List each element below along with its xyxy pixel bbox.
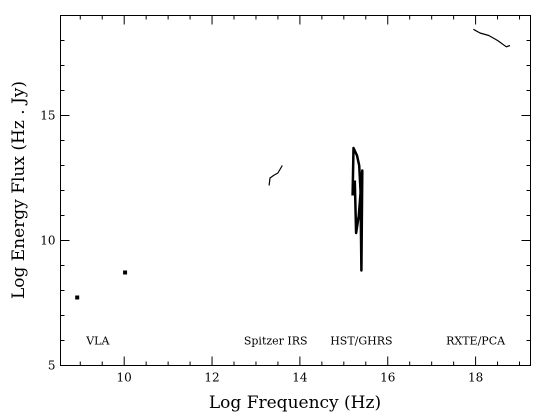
annotation-label: RXTE/PCA bbox=[446, 335, 506, 348]
series-line bbox=[351, 146, 364, 272]
y-axis-title: Log Energy Flux (Hz . Jy) bbox=[9, 81, 29, 299]
y-tick-label: 5 bbox=[48, 359, 56, 373]
x-tick-label: 14 bbox=[292, 371, 308, 385]
x-tick-label: 12 bbox=[204, 371, 219, 385]
x-axis-title: Log Frequency (Hz) bbox=[209, 393, 381, 413]
axis-ticks bbox=[60, 15, 531, 366]
data-point bbox=[123, 270, 128, 275]
data-point bbox=[75, 295, 80, 300]
annotation-label: VLA bbox=[85, 335, 110, 348]
x-tick-label: 10 bbox=[117, 371, 132, 385]
tick-labels: 10 12 14 16 18 5 10 15 bbox=[40, 109, 483, 385]
y-tick-label: 15 bbox=[40, 109, 55, 123]
instrument-annotations: VLA Spitzer IRS HST/GHRS RXTE/PCA bbox=[85, 335, 506, 348]
y-tick-label: 10 bbox=[40, 234, 55, 248]
series-line bbox=[268, 165, 283, 186]
x-tick-label: 16 bbox=[380, 371, 395, 385]
plot-frame bbox=[60, 15, 531, 366]
series-line bbox=[473, 28, 511, 48]
annotation-label: HST/GHRS bbox=[330, 335, 392, 348]
data-series bbox=[75, 28, 511, 300]
annotation-label: Spitzer IRS bbox=[244, 335, 308, 348]
x-tick-label: 18 bbox=[468, 371, 483, 385]
